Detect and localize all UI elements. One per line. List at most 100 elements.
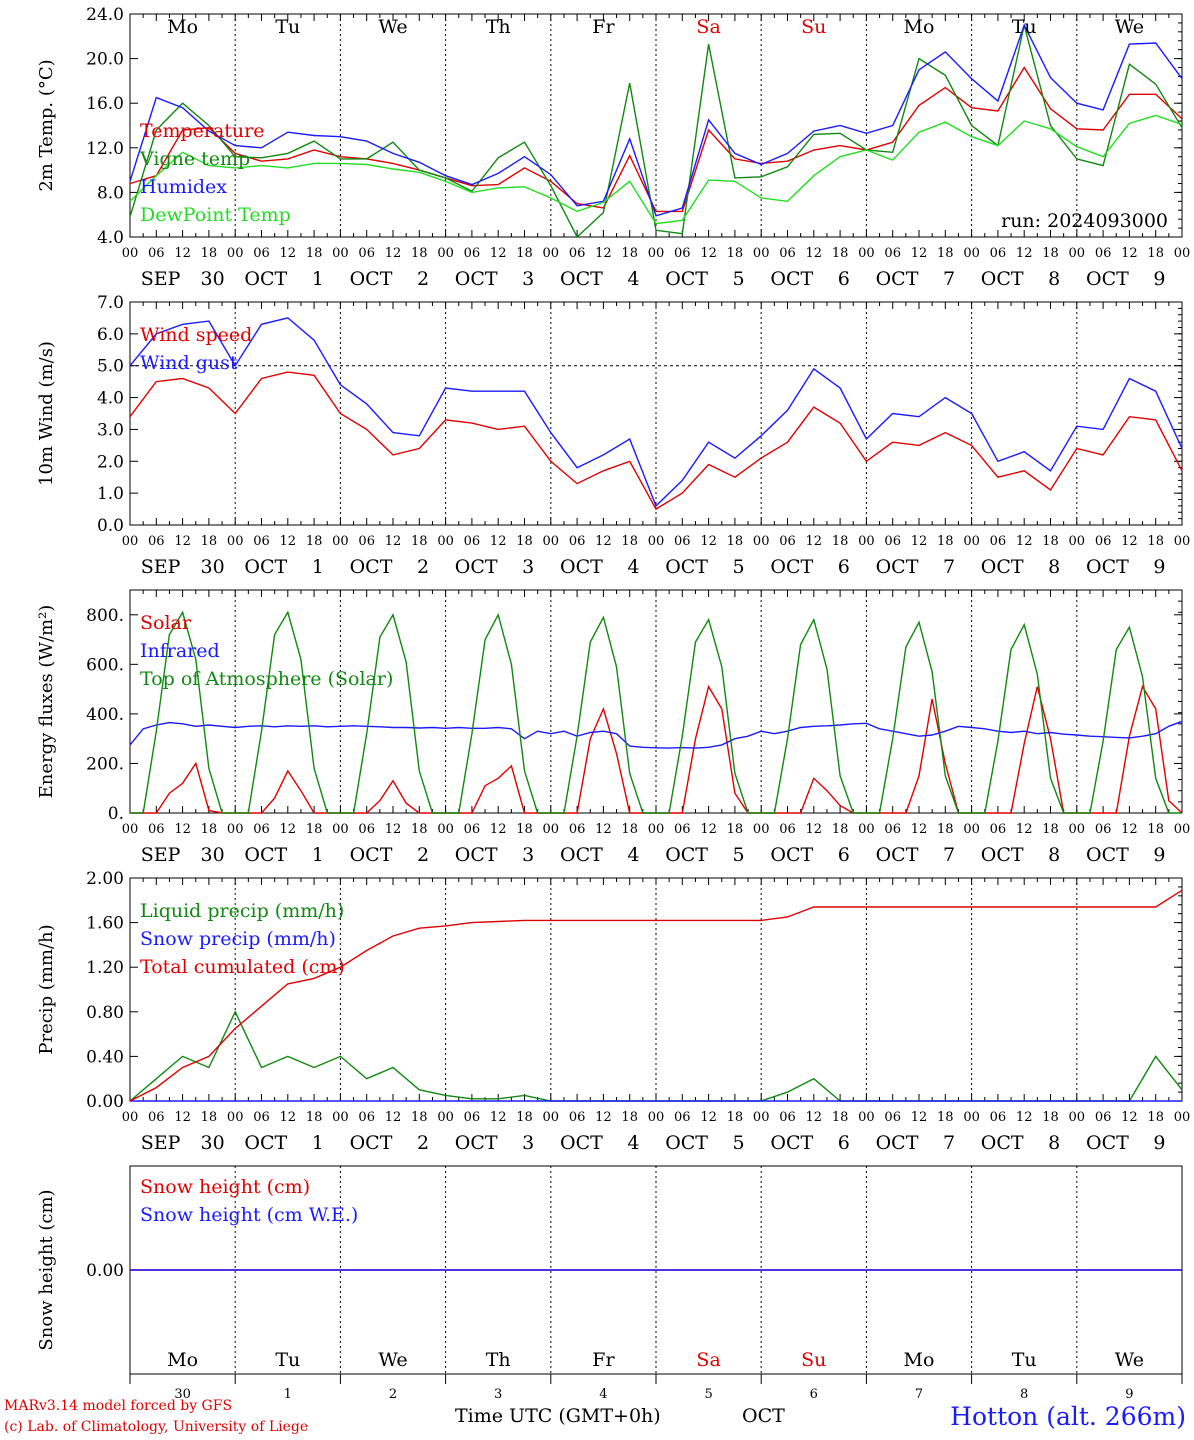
hour-tick-label: 06 [464, 246, 481, 261]
hour-tick-label: 18 [832, 822, 849, 837]
hour-tick-label: 12 [280, 246, 297, 261]
date-day-label: 1 [312, 268, 324, 290]
date-day-label: 30 [201, 556, 225, 578]
weekday-label: Tu [1012, 16, 1037, 38]
weekday-label: Mo [167, 1349, 198, 1371]
weekday-label: Mo [904, 1349, 935, 1371]
hour-tick-label: 00 [227, 1110, 244, 1125]
date-day-label: 30 [201, 1132, 225, 1154]
date-month-label: SEP [141, 1132, 181, 1154]
hour-tick-label: 00 [543, 246, 560, 261]
hour-tick-label: 06 [358, 246, 375, 261]
hour-tick-label: 12 [280, 534, 297, 549]
date-day-label: 1 [312, 1132, 324, 1154]
date-day-label: 8 [1048, 268, 1060, 290]
date-day-label: 9 [1153, 556, 1165, 578]
hour-tick-label: 06 [990, 534, 1007, 549]
series-line-total-cumulated-cm- [129, 889, 1183, 1102]
hour-tick-label: 00 [543, 1110, 560, 1125]
hour-tick-label: 00 [753, 822, 770, 837]
hour-tick-label: 18 [516, 246, 533, 261]
hour-tick-label: 18 [937, 822, 954, 837]
date-day-label: 30 [201, 268, 225, 290]
date-day-label: 30 [201, 844, 225, 866]
y-tick-label: 7.0 [97, 293, 124, 313]
date-month-label: OCT [244, 844, 287, 866]
time-axis-label: Time UTC (GMT+0h) [455, 1405, 661, 1427]
hour-tick-label: 00 [1069, 534, 1086, 549]
hour-tick-label: 12 [700, 1110, 717, 1125]
hour-tick-label: 12 [385, 246, 402, 261]
hour-tick-label: 00 [122, 246, 139, 261]
hour-tick-label: 06 [779, 822, 796, 837]
hour-tick-label: 18 [727, 246, 744, 261]
date-day-label: 2 [417, 556, 429, 578]
hour-tick-label: 18 [306, 246, 323, 261]
hour-tick-label: 18 [201, 246, 218, 261]
date-month-label: OCT [560, 268, 603, 290]
legend-entry: Snow height (cm W.E.) [140, 1204, 358, 1226]
hour-tick-label: 06 [253, 534, 270, 549]
hour-tick-label: 12 [490, 822, 507, 837]
hour-tick-label: 12 [700, 822, 717, 837]
date-month-label: OCT [560, 844, 603, 866]
hour-tick-label: 18 [306, 534, 323, 549]
date-day-label: 4 [627, 556, 639, 578]
hour-tick-label: 06 [1095, 246, 1112, 261]
hour-tick-label: 12 [1121, 822, 1138, 837]
legend-entry: Infrared [140, 640, 220, 662]
date-month-label: OCT [350, 844, 393, 866]
hour-tick-label: 00 [1069, 822, 1086, 837]
hour-tick-label: 18 [516, 822, 533, 837]
hour-tick-label: 06 [779, 246, 796, 261]
hour-tick-label: 12 [280, 822, 297, 837]
hour-tick-label: 06 [779, 1110, 796, 1125]
y-axis-label: Precip (mm/h) [36, 924, 57, 1054]
hour-tick-label: 00 [227, 246, 244, 261]
hour-tick-label: 12 [174, 1110, 191, 1125]
hour-tick-label: 00 [858, 1110, 875, 1125]
hour-tick-label: 18 [621, 822, 638, 837]
date-day-label: 5 [733, 1132, 745, 1154]
hour-tick-label: 00 [648, 246, 665, 261]
date-month-label: OCT [560, 556, 603, 578]
y-tick-label: 0.80 [86, 1003, 124, 1023]
date-month-label: OCT [1086, 268, 1129, 290]
y-tick-label: 1.60 [86, 914, 124, 934]
weekday-label: Su [801, 1349, 826, 1371]
legend-entry: Snow height (cm) [140, 1176, 310, 1198]
hour-tick-label: 00 [753, 246, 770, 261]
weekday-label: Tu [275, 1349, 300, 1371]
y-tick-label: 20.0 [86, 50, 124, 70]
hour-tick-label: 18 [201, 1110, 218, 1125]
series-line-vigne-temp [129, 25, 1183, 239]
hour-tick-label: 00 [227, 822, 244, 837]
hour-tick-label: 12 [385, 534, 402, 549]
date-day-label: 7 [943, 844, 955, 866]
hour-tick-label: 18 [411, 1110, 428, 1125]
date-day-label: 5 [733, 556, 745, 578]
hour-tick-label: 18 [306, 822, 323, 837]
y-tick-label: 1.0 [97, 484, 124, 504]
y-tick-label: 0.40 [86, 1047, 124, 1067]
hour-tick-label: 06 [1095, 534, 1112, 549]
weekday-label: Th [486, 16, 511, 38]
date-month-label: OCT [770, 556, 813, 578]
hour-tick-label: 12 [1121, 1110, 1138, 1125]
hour-tick-label: 18 [1147, 1110, 1164, 1125]
hour-tick-label: 12 [595, 1110, 612, 1125]
legend-entry: Temperature [140, 120, 264, 142]
hour-tick-label: 12 [911, 822, 928, 837]
weekday-label: Fr [592, 1349, 615, 1371]
hour-tick-label: 18 [1147, 822, 1164, 837]
hour-tick-label: 12 [490, 246, 507, 261]
hour-tick-label: 18 [516, 534, 533, 549]
hour-tick-label: 06 [569, 1110, 586, 1125]
hour-tick-label: 12 [911, 246, 928, 261]
hour-tick-label: 06 [674, 246, 691, 261]
y-tick-label: 1.20 [86, 958, 124, 978]
date-month-label: OCT [455, 844, 498, 866]
date-month-label: OCT [350, 268, 393, 290]
weekday-label: Tu [275, 16, 300, 38]
hour-tick-label: 00 [1174, 534, 1191, 549]
